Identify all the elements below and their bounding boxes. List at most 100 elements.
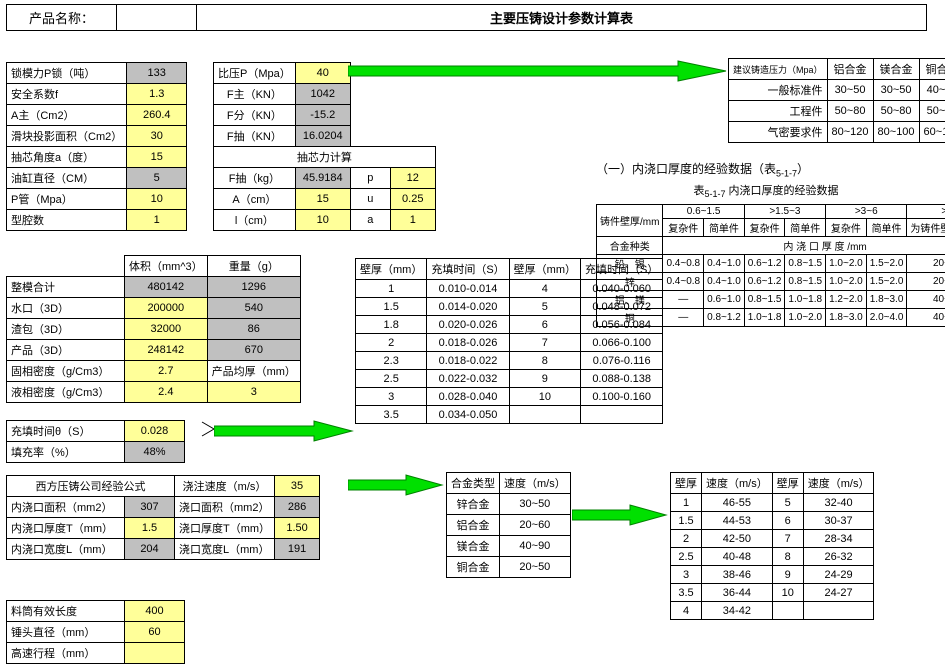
cell: 6	[509, 316, 580, 334]
cell: 8	[772, 548, 803, 566]
product-name-cell[interactable]	[117, 5, 197, 31]
cell[interactable]: 1.5	[125, 518, 175, 539]
cell: 5	[772, 494, 803, 512]
cell: 0.8~1.5	[785, 272, 826, 290]
col-header: 壁厚（mm）	[509, 259, 580, 280]
cell: 20~40	[907, 272, 945, 290]
cell[interactable]: 3	[207, 382, 300, 403]
core-label: u	[350, 189, 390, 210]
cell[interactable]: 200000	[125, 298, 208, 319]
row-label: 产品（3D）	[7, 340, 125, 361]
cell[interactable]: 2.4	[125, 382, 208, 403]
param-value[interactable]: 16.0204	[295, 126, 350, 147]
core-value[interactable]: 12	[390, 168, 435, 189]
cell[interactable]: 400	[125, 601, 185, 622]
param-value[interactable]: 1042	[295, 84, 350, 105]
cell[interactable]: 0.028	[125, 421, 185, 442]
cell[interactable]: 204	[125, 539, 175, 560]
cell: 26-32	[803, 548, 874, 566]
cell[interactable]: 286	[275, 497, 320, 518]
col-subheader: 为铸件壁厚(mm)	[907, 218, 945, 236]
bottom-table: 料筒有效长度400锤头直径（mm）60高速行程（mm）	[6, 600, 185, 664]
param-value[interactable]: 30	[127, 126, 187, 147]
cell: —	[663, 308, 704, 326]
cell[interactable]: 60	[125, 622, 185, 643]
cell: 0.022-0.032	[427, 370, 509, 388]
cell[interactable]: 248142	[125, 340, 208, 361]
param-label: 型腔数	[7, 210, 127, 231]
params2-table: 比压P（Mpa）40F主（KN）1042F分（KN）-15.2F抽（KN）16.…	[213, 62, 436, 231]
cell: 1.5	[356, 298, 427, 316]
param-value[interactable]: 40	[295, 63, 350, 84]
core-value[interactable]: 1	[390, 210, 435, 231]
cell: 30~50	[500, 494, 571, 515]
col-subheader: 复杂件	[663, 218, 704, 236]
cell[interactable]: 480142	[125, 277, 208, 298]
param-value[interactable]: 15	[127, 147, 187, 168]
cell: 0.8~1.2	[704, 308, 745, 326]
core-value[interactable]: 45.9184	[295, 168, 350, 189]
cell[interactable]	[125, 643, 185, 664]
cell: 2	[671, 530, 702, 548]
param-label: 油缸直径（CM）	[7, 168, 127, 189]
param-value[interactable]: 1.3	[127, 84, 187, 105]
cell: 0.4~1.0	[704, 272, 745, 290]
cell: 20~50	[500, 557, 571, 578]
row-label: 液相密度（g/Cm3）	[7, 382, 125, 403]
col-header: 合金类型	[447, 473, 500, 494]
wall-speed-table: 壁厚速度（m/s）壁厚速度（m/s）146-55532-401.544-5363…	[670, 472, 874, 620]
cell: 40~90	[500, 536, 571, 557]
cell: 6	[772, 512, 803, 530]
cell: 0.6~1.2	[744, 254, 785, 272]
cell: 28-34	[803, 530, 874, 548]
row-label: 整模合计	[7, 277, 125, 298]
cell: 10	[772, 584, 803, 602]
col-subheader: 复杂件	[744, 218, 785, 236]
param-value[interactable]: 1	[127, 210, 187, 231]
cell: 0.018-0.026	[427, 334, 509, 352]
core-value[interactable]: 10	[295, 210, 350, 231]
cell[interactable]: 32000	[125, 319, 208, 340]
row-label: 内浇口宽度L（mm）	[7, 539, 125, 560]
cell: 0.6~1.2	[744, 272, 785, 290]
row-label: 锤头直径（mm）	[7, 622, 125, 643]
cell[interactable]: 48%	[125, 442, 185, 463]
cell: 2.3	[356, 352, 427, 370]
cell[interactable]: 1.50	[275, 518, 320, 539]
cell: 0.8~1.5	[744, 290, 785, 308]
cell: 3	[671, 566, 702, 584]
cell[interactable]: 191	[275, 539, 320, 560]
cell: 20~60	[500, 515, 571, 536]
core-value[interactable]: 0.25	[390, 189, 435, 210]
cell: 80~100	[873, 122, 919, 143]
col-header: 速度（m/s）	[702, 473, 773, 494]
param-value[interactable]: 260.4	[127, 105, 187, 126]
param-value[interactable]: 10	[127, 189, 187, 210]
param-label: F分（KN）	[214, 105, 296, 126]
param-label: F主（KN）	[214, 84, 296, 105]
param-value[interactable]: 5	[127, 168, 187, 189]
cell[interactable]: 35	[275, 476, 320, 497]
row-label: 固相密度（g/Cm3）	[7, 361, 125, 382]
core-label: a	[350, 210, 390, 231]
cell: 30-37	[803, 512, 874, 530]
col-subheader: 简单件	[866, 218, 907, 236]
param-value[interactable]: 133	[127, 63, 187, 84]
cell: 0.4~0.8	[663, 254, 704, 272]
cell: 540	[207, 298, 300, 319]
cell: 9	[772, 566, 803, 584]
cell: 0.066-0.100	[581, 334, 663, 352]
param-value[interactable]: -15.2	[295, 105, 350, 126]
west-title: 西方压铸公司经验公式	[7, 476, 175, 497]
row-label: 内浇口面积（mm2）	[7, 497, 125, 518]
cell: 34-42	[702, 602, 773, 620]
gate-ref-title: （一）内浇口厚度的经验数据（表5-1-7）	[596, 160, 936, 178]
cell: 0.048-0.072	[581, 298, 663, 316]
cell[interactable]: 2.7	[125, 361, 208, 382]
cell[interactable]: 307	[125, 497, 175, 518]
page-title: 主要压铸设计参数计算表	[197, 5, 927, 31]
cell: 1.0~2.0	[826, 272, 867, 290]
arrow-to-wall-speed	[572, 504, 668, 526]
core-value[interactable]: 15	[295, 189, 350, 210]
col-subheader: 简单件	[785, 218, 826, 236]
